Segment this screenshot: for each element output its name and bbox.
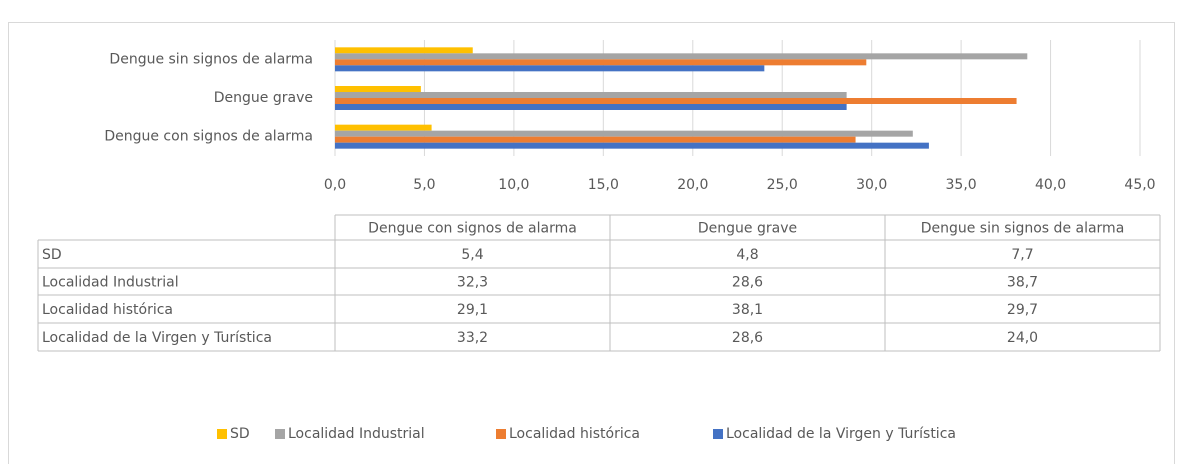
bar — [335, 130, 913, 137]
bar — [335, 65, 765, 72]
bar — [335, 136, 856, 143]
table-cell: 38,1 — [732, 302, 763, 318]
legend-swatch — [217, 429, 227, 439]
bar — [335, 124, 432, 131]
table-row-header: Localidad Industrial — [42, 275, 179, 291]
legend-label: Localidad Industrial — [288, 426, 425, 442]
legend-label: SD — [230, 426, 250, 442]
table-cell: 7,7 — [1011, 247, 1033, 263]
x-tick-label: 10,0 — [498, 177, 529, 193]
x-tick-label: 15,0 — [588, 177, 619, 193]
table-cell: 29,1 — [457, 302, 488, 318]
table-cell: 38,7 — [1007, 275, 1038, 291]
x-tick-label: 5,0 — [413, 177, 435, 193]
x-tick-label: 25,0 — [767, 177, 798, 193]
table-row-header: Localidad histórica — [42, 302, 173, 318]
table-header: Dengue con signos de alarma — [368, 221, 577, 237]
table-cell: 24,0 — [1007, 330, 1038, 346]
bar — [335, 47, 473, 54]
x-tick-label: 30,0 — [856, 177, 887, 193]
x-tick-label: 20,0 — [677, 177, 708, 193]
table-cell: 33,2 — [457, 330, 488, 346]
table-row-header: Localidad de la Virgen y Turística — [42, 330, 272, 346]
y-tick-label: Dengue sin signos de alarma — [109, 51, 313, 67]
legend-label: Localidad de la Virgen y Turística — [726, 426, 956, 442]
y-tick-label: Dengue grave — [214, 90, 313, 106]
bar — [335, 59, 867, 66]
x-tick-label: 45,0 — [1124, 177, 1155, 193]
y-tick-label: Dengue con signos de alarma — [104, 129, 313, 145]
bar — [335, 92, 847, 98]
x-tick-label: 35,0 — [946, 177, 977, 193]
table-cell: 28,6 — [732, 275, 763, 291]
table-header: Dengue grave — [698, 221, 797, 237]
bar — [335, 142, 929, 149]
table-row-header: SD — [42, 247, 62, 263]
table-cell: 4,8 — [736, 247, 758, 263]
legend-label: Localidad histórica — [509, 426, 640, 442]
legend-swatch — [275, 429, 285, 439]
table-cell: 28,6 — [732, 330, 763, 346]
legend-swatch — [496, 429, 506, 439]
chart-border — [8, 22, 1175, 464]
x-tick-label: 0,0 — [324, 177, 346, 193]
table-cell: 32,3 — [457, 275, 488, 291]
bar — [335, 104, 847, 110]
x-tick-label: 40,0 — [1035, 177, 1066, 193]
bar — [335, 98, 1017, 104]
bar — [335, 53, 1028, 60]
bar — [335, 86, 421, 92]
table-cell: 5,4 — [461, 247, 483, 263]
table-header: Dengue sin signos de alarma — [921, 221, 1125, 237]
legend-swatch — [713, 429, 723, 439]
table-cell: 29,7 — [1007, 302, 1038, 318]
